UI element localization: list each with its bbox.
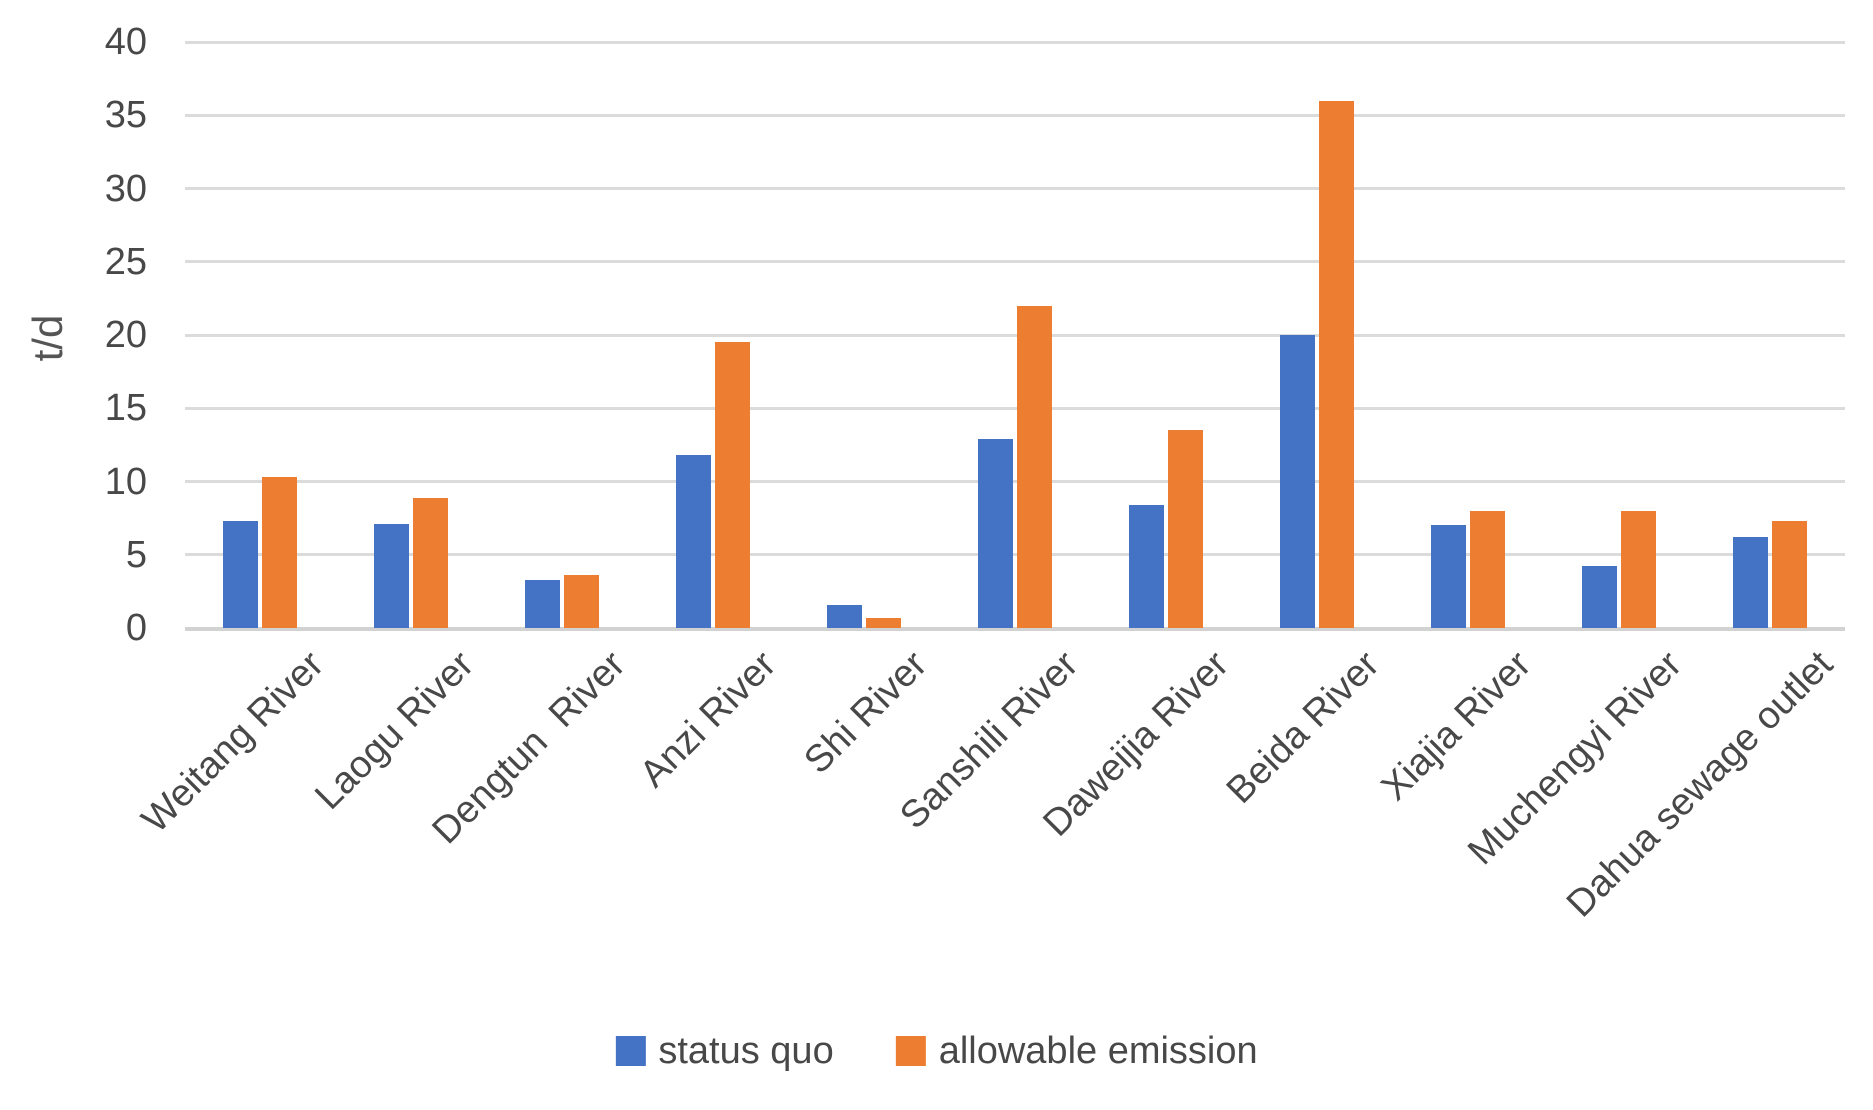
bar-status-quo-Dengtun-River [525,580,561,628]
bar-status-quo-Laogu-River [374,524,410,628]
y-tick-label-35: 35 [104,94,147,137]
gridline-10 [185,480,1845,483]
x-category-label-Shi-River: Shi River [796,643,936,782]
bar-status-quo-Weitang-River [223,521,259,628]
bar-status-quo-Shi-River [827,605,863,628]
y-tick-label-15: 15 [104,387,147,430]
legend-swatch-status-quo [615,1036,646,1066]
bar-status-quo-Xiajia-River [1430,525,1466,628]
gridline-0 [185,626,1845,631]
gridline-5 [185,553,1845,557]
bar-status-quo-Dahua-sewage-outlet [1732,537,1768,628]
gridline-40 [185,40,1845,44]
legend-label-status-quo: status quo [658,1030,834,1072]
gridline-15 [185,406,1845,410]
bar-allowable-emission-Daweijia-River [1167,430,1203,628]
bar-status-quo-Daweijia-River [1128,505,1164,628]
x-category-label-Xiajia-River: Xiajia River [1373,643,1539,809]
y-tick-label-20: 20 [104,314,147,356]
plot-area [185,40,1845,631]
bar-status-quo-Sanshili-River [978,439,1013,628]
x-category-label-Dahua-sewage-outlet: Dahua sewage outlet [1558,643,1841,926]
gridline-30 [185,187,1845,190]
gridline-35 [185,113,1845,117]
legend: status quo allowable emission [615,1030,1258,1072]
legend-item-status-quo: status quo [615,1030,834,1072]
y-tick-label-10: 10 [104,460,147,503]
bar-allowable-emission-Sanshili-River [1017,306,1052,628]
gridline-20 [185,333,1845,337]
y-tick-label-40: 40 [104,21,147,63]
y-tick-label-5: 5 [125,533,147,576]
legend-swatch-allowable-emission [895,1036,926,1066]
legend-item-allowable-emission: allowable emission [895,1030,1258,1072]
bar-allowable-emission-Muchengyi-River [1620,511,1656,628]
gridline-25 [185,260,1845,264]
bar-allowable-emission-Laogu-River [413,498,449,628]
bar-status-quo-Beida-River [1279,335,1315,628]
y-tick-label-0: 0 [125,607,147,649]
x-category-label-Weitang-River: Weitang River [133,643,332,842]
y-tick-label-25: 25 [104,240,147,283]
x-category-label-Anzi-River: Anzi River [632,643,785,796]
bar-allowable-emission-Weitang-River [262,477,298,628]
bar-allowable-emission-Dahua-sewage-outlet [1771,521,1807,628]
bar-status-quo-Muchengyi-River [1581,566,1617,628]
y-tick-label-30: 30 [104,167,147,210]
bar-allowable-emission-Shi-River [866,618,902,628]
bar-status-quo-Anzi-River [676,455,712,628]
x-category-label-Beida-River: Beida River [1219,643,1388,812]
bar-allowable-emission-Beida-River [1318,101,1354,628]
bar-allowable-emission-Dengtun-River [564,575,600,628]
bar-allowable-emission-Xiajia-River [1469,511,1505,628]
legend-label-allowable-emission: allowable emission [938,1030,1258,1072]
bar-allowable-emission-Anzi-River [715,342,751,628]
